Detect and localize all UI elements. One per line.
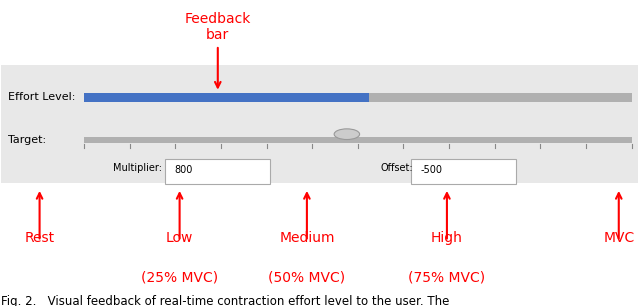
Text: High: High: [431, 231, 463, 245]
Text: Fig. 2.   Visual feedback of real-time contraction effort level to the user. The: Fig. 2. Visual feedback of real-time con…: [1, 295, 450, 306]
Bar: [84, 93, 369, 102]
Text: Rest: Rest: [24, 231, 54, 245]
Text: Multiplier:: Multiplier:: [113, 163, 162, 173]
Text: -500: -500: [420, 165, 442, 175]
Circle shape: [334, 129, 360, 140]
FancyBboxPatch shape: [411, 159, 516, 184]
FancyBboxPatch shape: [165, 159, 270, 184]
Text: 800: 800: [175, 165, 193, 175]
Text: Low: Low: [166, 231, 193, 245]
Text: Offset:: Offset:: [380, 163, 413, 173]
Bar: [84, 137, 632, 143]
Text: Target:: Target:: [8, 135, 46, 145]
Text: (75% MVC): (75% MVC): [408, 271, 486, 285]
Text: Effort Level:: Effort Level:: [8, 92, 75, 103]
Text: Feedback
bar: Feedback bar: [184, 12, 251, 88]
Text: (50% MVC): (50% MVC): [268, 271, 346, 285]
Text: MVC: MVC: [603, 231, 634, 245]
Bar: [84, 93, 632, 102]
Bar: [1, 65, 638, 183]
Text: (25% MVC): (25% MVC): [141, 271, 218, 285]
Text: Medium: Medium: [279, 231, 335, 245]
